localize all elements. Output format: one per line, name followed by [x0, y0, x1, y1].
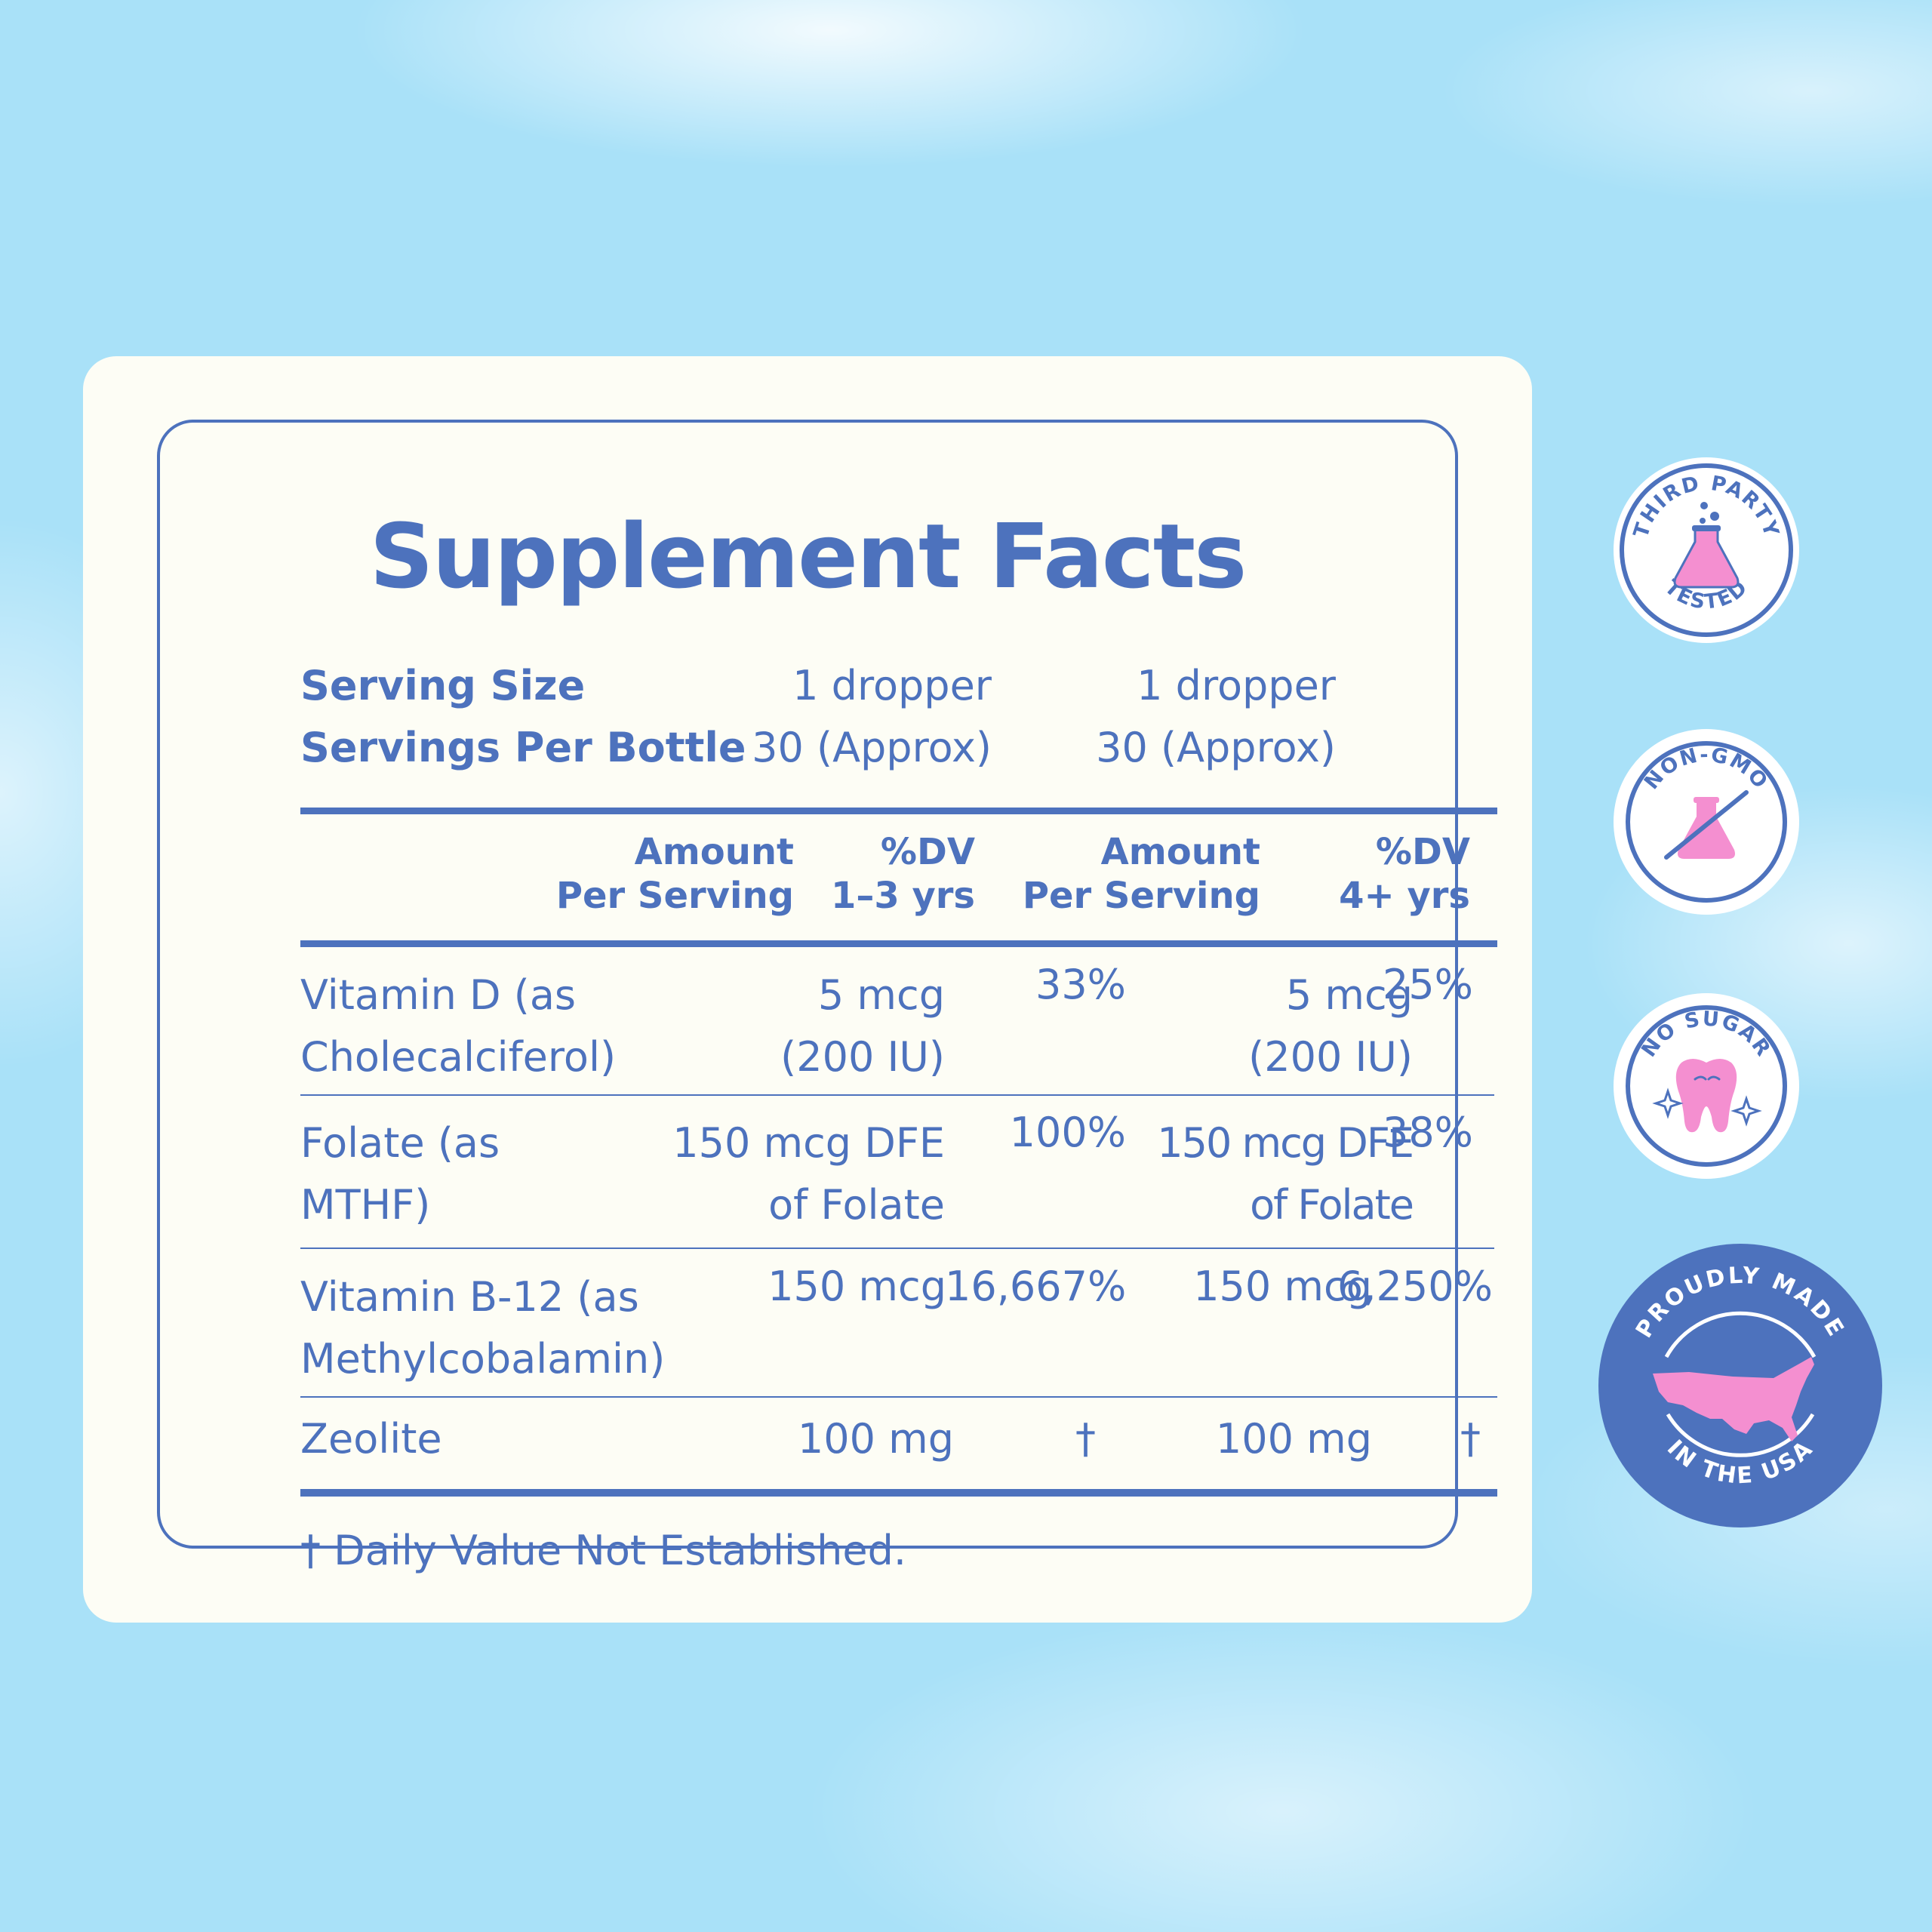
thick-divider: [300, 808, 1497, 814]
flask-icon: [1673, 502, 1740, 589]
usa-map-icon: [1653, 1357, 1814, 1441]
amount-child-vitamin-b12: 150 mcg: [768, 1263, 946, 1310]
amount-child-folate: 150 mcg DFE of Folate: [672, 1119, 945, 1229]
header-amount-child: Amount Per Serving: [555, 831, 794, 917]
servings-per-bottle-child: 30 (Approx): [752, 724, 992, 771]
thick-divider: [300, 940, 1497, 947]
proudly-made-label: PROUDLY MADE: [1631, 1262, 1847, 1343]
dv-child-vitamin-d: 33%: [1035, 961, 1126, 1008]
dv-child-zeolite: †: [1075, 1415, 1096, 1463]
non-gmo-badge: NON-GMO: [1614, 729, 1799, 915]
footnote: † Daily Value Not Established.: [300, 1527, 907, 1574]
svg-text:IN THE USA: IN THE USA: [1662, 1435, 1819, 1490]
thin-divider: [300, 1396, 1497, 1398]
amount-adult-folate: 150 mcg DFE of Folate: [1157, 1119, 1414, 1229]
serving-size-label: Serving Size: [300, 662, 586, 709]
nutrient-name-vitamin-d: Vitamin D (as Cholecalciferol): [300, 971, 617, 1081]
amount-child-vitamin-d: 5 mcg (200 IU): [780, 971, 945, 1081]
tooth-icon: [1675, 1059, 1737, 1133]
dv-adult-zeolite: †: [1460, 1415, 1481, 1463]
supplement-facts-panel: Supplement Facts Serving Size 1 dropper …: [157, 420, 1497, 1571]
amount-adult-vitamin-b12: 150 mcg: [1193, 1263, 1372, 1310]
crossed-flask-icon: [1664, 790, 1749, 860]
no-sugar-label: NO SUGAR: [1637, 1007, 1774, 1061]
nutrient-name-zeolite: Zeolite: [300, 1415, 442, 1463]
dv-adult-vitamin-d: 25%: [1382, 961, 1473, 1008]
header-dv-child: %DV 1–3 yrs: [830, 831, 975, 917]
no-sugar-badge: NO SUGAR: [1614, 993, 1799, 1179]
thick-divider: [300, 1489, 1497, 1497]
third-party-tested-badge: THIRD PARTY TESTED: [1614, 457, 1799, 643]
svg-text:NO SUGAR: NO SUGAR: [1637, 1007, 1775, 1061]
dv-adult-folate: 38%: [1382, 1109, 1473, 1156]
header-dv-adult: %DV 4+ yrs: [1339, 831, 1470, 917]
servings-per-bottle-label: Servings Per Bottle: [300, 724, 746, 771]
sparkle-icon: [1652, 1088, 1762, 1127]
servings-per-bottle-adult: 30 (Approx): [1096, 724, 1336, 771]
page-title: Supplement Facts: [369, 504, 1247, 608]
serving-size-adult: 1 dropper: [1137, 662, 1336, 709]
amount-adult-vitamin-d: 5 mcg (200 IU): [1248, 971, 1413, 1081]
nutrient-name-folate: Folate (as MTHF): [300, 1119, 500, 1229]
svg-text:NON-GMO: NON-GMO: [1640, 743, 1773, 794]
made-in-usa-badge: PROUDLY MADE IN THE USA: [1598, 1244, 1882, 1527]
dv-adult-vitamin-b12: 6,250%: [1337, 1263, 1493, 1310]
header-amount-adult: Amount Per Serving: [1022, 831, 1260, 917]
amount-adult-zeolite: 100 mg: [1215, 1415, 1372, 1463]
non-gmo-label: NON-GMO: [1640, 743, 1771, 794]
dv-child-vitamin-b12: 16,667%: [945, 1263, 1127, 1310]
amount-child-zeolite: 100 mg: [797, 1415, 954, 1463]
dv-child-folate: 100%: [1009, 1109, 1126, 1156]
thin-divider: [300, 1094, 1494, 1096]
supplement-facts-card: Supplement Facts Serving Size 1 dropper …: [83, 356, 1532, 1623]
thin-divider: [300, 1247, 1494, 1249]
in-the-usa-label: IN THE USA: [1662, 1435, 1817, 1490]
svg-text:PROUDLY MADE: PROUDLY MADE: [1631, 1262, 1850, 1343]
nutrient-name-vitamin-b12: Vitamin B-12 (as Methylcobalamin): [300, 1273, 666, 1383]
serving-size-child: 1 dropper: [792, 662, 992, 709]
